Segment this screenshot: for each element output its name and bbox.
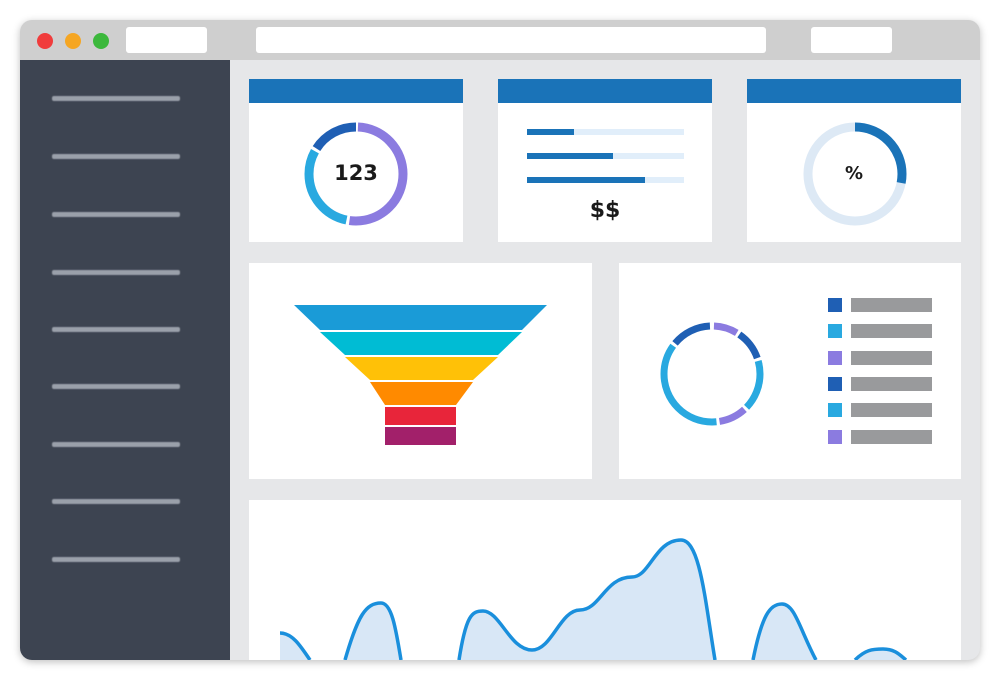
percent-gauge: [803, 122, 907, 226]
funnel-stage-4: [370, 382, 473, 405]
sidebar: [20, 60, 230, 660]
gauge-fill: [803, 122, 907, 226]
title-bar: [20, 20, 980, 60]
toolbar-button[interactable]: [811, 27, 892, 53]
sidebar-item[interactable]: [52, 557, 180, 562]
sidebar-item[interactable]: [52, 442, 180, 447]
sidebar-item[interactable]: [52, 96, 180, 101]
sidebar-item[interactable]: [52, 154, 180, 159]
sidebar-item[interactable]: [52, 270, 180, 275]
donut-segment: [660, 322, 764, 426]
kpi-card-percent: %: [747, 79, 961, 242]
trend-card: [249, 500, 961, 660]
percent-value: %: [844, 163, 864, 184]
funnel-stage-1: [294, 305, 547, 330]
donut-segment-darkblue: [304, 122, 408, 226]
donut-chart-count: [304, 122, 408, 226]
legend-swatch: [828, 298, 842, 312]
progress-fill: [527, 129, 575, 135]
progress-fill: [527, 177, 645, 183]
funnel-card: [249, 263, 592, 479]
funnel-chart: [294, 305, 547, 445]
donut-segment-lightblue: [304, 122, 408, 226]
sidebar-item[interactable]: [52, 212, 180, 217]
sidebar-item[interactable]: [52, 327, 180, 332]
card-header: [498, 79, 712, 103]
minimize-button[interactable]: [65, 33, 81, 49]
legend-label-placeholder: [851, 376, 932, 391]
breakdown-donut: [660, 322, 764, 426]
sidebar-item[interactable]: [52, 384, 180, 389]
progress-bar: [527, 153, 684, 159]
close-button[interactable]: [37, 33, 53, 49]
card-header: [249, 79, 463, 103]
breakdown-card: [619, 263, 961, 479]
progress-bar: [527, 177, 684, 183]
card-header: [747, 79, 961, 103]
legend-swatch: [828, 350, 842, 365]
tab[interactable]: [126, 27, 207, 53]
legend-swatch: [828, 324, 842, 339]
area-chart: [279, 538, 908, 660]
funnel-stage-3: [345, 357, 498, 380]
donut-segment: [660, 322, 764, 426]
progress-fill: [527, 153, 614, 159]
legend-label-placeholder: [851, 350, 932, 365]
funnel-stage-2: [320, 332, 522, 355]
funnel-stage-5: [385, 407, 456, 425]
sidebar-item[interactable]: [52, 499, 180, 504]
kpi-card-count: 123: [249, 79, 463, 242]
legend-label-placeholder: [851, 403, 932, 418]
money-value: $$: [589, 198, 621, 223]
legend-swatch: [828, 376, 842, 391]
count-value: 123: [334, 161, 378, 185]
progress-bar: [527, 129, 684, 135]
legend-label-placeholder: [851, 429, 932, 444]
legend-swatch: [828, 403, 842, 418]
legend-label-placeholder: [851, 324, 932, 339]
maximize-button[interactable]: [93, 33, 109, 49]
area-fill: [280, 540, 906, 660]
kpi-card-money: $$: [498, 79, 712, 242]
legend-label-placeholder: [851, 298, 932, 312]
area-line: [279, 538, 908, 660]
legend-swatch: [828, 429, 842, 444]
address-bar[interactable]: [256, 27, 766, 53]
donut-segment-purple: [304, 122, 408, 226]
funnel-stage-6: [385, 427, 456, 445]
